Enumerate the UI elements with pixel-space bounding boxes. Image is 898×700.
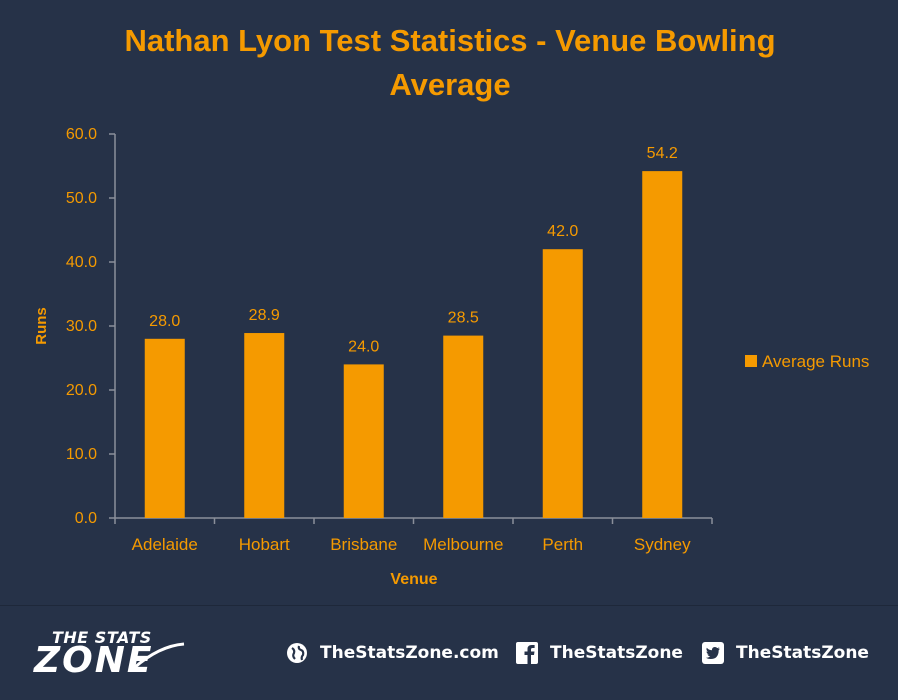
y-tick-label: 0.0: [75, 510, 97, 527]
data-label: 24.0: [348, 338, 379, 355]
chart-panel: Nathan Lyon Test Statistics - Venue Bowl…: [33, 23, 870, 588]
y-tick-label: 30.0: [66, 318, 97, 335]
data-label: 54.2: [647, 145, 678, 162]
y-axis-label: Runs: [33, 307, 50, 345]
twitter-text: TheStatsZone: [736, 643, 869, 663]
bar: [144, 338, 185, 518]
website-text: TheStatsZone.com: [320, 643, 499, 663]
facebook-text: TheStatsZone: [550, 643, 683, 663]
y-tick-label: 20.0: [66, 382, 97, 399]
y-tick-label: 10.0: [66, 446, 97, 463]
x-axis-label: Venue: [390, 571, 437, 588]
chart-title-line-1: Nathan Lyon Test Statistics - Venue Bowl…: [124, 23, 775, 58]
twitter-link[interactable]: TheStatsZone: [702, 642, 869, 664]
bar-chart: Nathan Lyon Test Statistics - Venue Bowl…: [33, 23, 869, 588]
plot-area: 0.0 10.0 20.0 30.0 40.0 50.0 60.0 28.0 Adelaide 2…: [66, 126, 713, 554]
data-label: 42.0: [547, 223, 578, 240]
stats-zone-logo: THE STATS ZONE: [34, 626, 194, 686]
data-label: 28.5: [448, 310, 479, 327]
bar: [443, 335, 484, 518]
bar: [542, 249, 583, 518]
x-tick-label: Perth: [542, 535, 583, 554]
x-tick-label: Hobart: [239, 535, 290, 554]
footer-bar: THE STATS ZONE TheStatsZone.com: [0, 605, 898, 700]
bar: [343, 364, 384, 518]
legend-label: Average Runs: [762, 352, 869, 371]
bar: [244, 333, 285, 518]
logo-top-text: THE STATS: [52, 628, 152, 647]
y-tick-label: 40.0: [66, 254, 97, 271]
x-tick-label: Adelaide: [132, 535, 198, 554]
x-tick-label: Melbourne: [423, 535, 503, 554]
y-tick-label: 60.0: [66, 126, 97, 143]
logo-main-text: ZONE: [34, 640, 154, 681]
x-tick-label: Brisbane: [330, 535, 397, 554]
legend-swatch: [745, 355, 757, 367]
globe-icon: [286, 642, 308, 664]
y-tick-label: 50.0: [66, 190, 97, 207]
website-link[interactable]: TheStatsZone.com: [286, 642, 499, 664]
data-label: 28.9: [249, 307, 280, 324]
twitter-icon: [702, 642, 724, 664]
facebook-link[interactable]: TheStatsZone: [516, 642, 683, 664]
data-label: 28.0: [149, 313, 180, 330]
bar: [642, 171, 683, 518]
facebook-icon: [516, 642, 538, 664]
legend: Average Runs: [745, 352, 869, 371]
x-tick-label: Sydney: [634, 535, 691, 554]
logo-swoosh-icon: [133, 642, 185, 670]
chart-title-line-2: Average: [389, 67, 510, 102]
